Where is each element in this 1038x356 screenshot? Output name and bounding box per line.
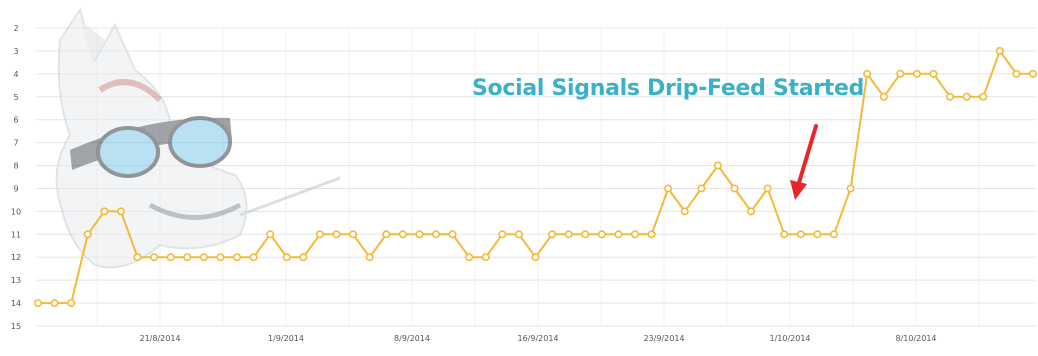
data-point[interactable] [796,230,805,239]
data-point[interactable] [365,253,374,262]
x-tick-label: 23/9/2014 [643,334,684,343]
data-point[interactable] [548,230,557,239]
y-tick-label: 7 [13,139,18,148]
x-tick-label: 8/9/2014 [394,334,430,343]
data-point[interactable] [697,184,706,193]
data-point[interactable] [431,230,440,239]
data-point[interactable] [514,230,523,239]
y-tick-label: 8 [13,162,18,171]
y-tick-label: 6 [13,116,18,125]
y-tick-label: 14 [11,299,21,308]
data-point[interactable] [829,230,838,239]
data-point[interactable] [647,230,656,239]
data-point[interactable] [879,92,888,101]
data-point[interactable] [183,253,192,262]
data-point[interactable] [896,69,905,78]
data-point[interactable] [481,253,490,262]
data-point[interactable] [680,207,689,216]
data-point[interactable] [713,161,722,170]
data-point[interactable] [995,46,1004,55]
data-point[interactable] [846,184,855,193]
y-tick-label: 12 [11,253,21,262]
data-point[interactable] [962,92,971,101]
data-point[interactable] [465,253,474,262]
data-point[interactable] [199,253,208,262]
data-point[interactable] [67,299,76,308]
data-point[interactable] [398,230,407,239]
data-point[interactable] [299,253,308,262]
data-point[interactable] [83,230,92,239]
y-tick-label: 11 [11,230,21,239]
data-point[interactable] [349,230,358,239]
data-point[interactable] [597,230,606,239]
data-point[interactable] [664,184,673,193]
data-point[interactable] [216,253,225,262]
data-point[interactable] [233,253,242,262]
data-point[interactable] [531,253,540,262]
data-point[interactable] [33,299,42,308]
y-tick-label: 15 [11,322,21,331]
data-point[interactable] [929,69,938,78]
x-tick-label: 1/9/2014 [268,334,304,343]
data-point[interactable] [448,230,457,239]
data-point[interactable] [266,230,275,239]
data-point[interactable] [780,230,789,239]
data-point[interactable] [382,230,391,239]
x-tick-label: 1/10/2014 [769,334,810,343]
data-point[interactable] [415,230,424,239]
data-point[interactable] [133,253,142,262]
data-point[interactable] [863,69,872,78]
data-point[interactable] [946,92,955,101]
data-point[interactable] [813,230,822,239]
red-arrow-icon [790,124,818,200]
data-point[interactable] [116,207,125,216]
data-point[interactable] [150,253,159,262]
x-tick-label: 21/8/2014 [139,334,180,343]
data-point[interactable] [50,299,59,308]
y-tick-label: 13 [11,276,21,285]
y-tick-label: 5 [13,93,18,102]
x-tick-label: 16/9/2014 [517,334,558,343]
data-point[interactable] [282,253,291,262]
data-point[interactable] [730,184,739,193]
data-point[interactable] [912,69,921,78]
data-point[interactable] [614,230,623,239]
data-point[interactable] [315,230,324,239]
data-point[interactable] [1029,69,1038,78]
data-point[interactable] [249,253,258,262]
data-point[interactable] [564,230,573,239]
data-point[interactable] [763,184,772,193]
data-point[interactable] [747,207,756,216]
data-point[interactable] [100,207,109,216]
y-tick-label: 9 [13,184,18,193]
data-point[interactable] [630,230,639,239]
data-point[interactable] [332,230,341,239]
y-tick-label: 2 [13,24,18,33]
data-point[interactable] [166,253,175,262]
data-point[interactable] [498,230,507,239]
y-tick-label: 10 [11,207,21,216]
y-tick-label: 4 [13,70,18,79]
llama-mascot-watermark [55,7,341,269]
y-tick-label: 3 [13,47,18,56]
data-point[interactable] [979,92,988,101]
data-point[interactable] [1012,69,1021,78]
annotation-label: Social Signals Drip-Feed Started [472,76,865,101]
x-tick-label: 8/10/2014 [895,334,936,343]
data-point[interactable] [581,230,590,239]
